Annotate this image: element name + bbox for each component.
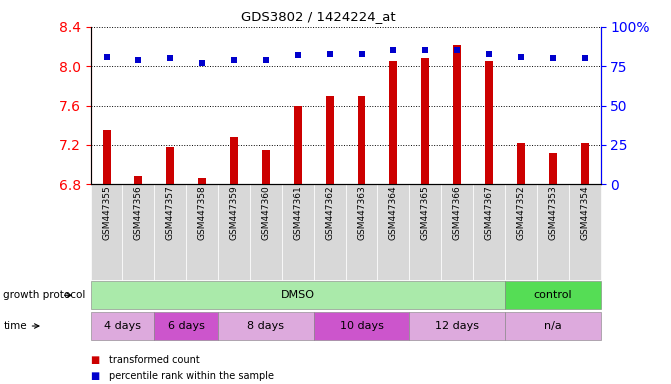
Text: GDS3802 / 1424224_at: GDS3802 / 1424224_at <box>242 10 396 23</box>
Point <box>515 54 526 60</box>
Bar <box>262 150 270 184</box>
Bar <box>166 147 174 184</box>
Text: 12 days: 12 days <box>435 321 479 331</box>
Text: ■: ■ <box>91 355 100 365</box>
Text: transformed count: transformed count <box>109 355 200 365</box>
Point <box>388 47 399 53</box>
Text: DMSO: DMSO <box>280 290 315 300</box>
Text: 6 days: 6 days <box>168 321 205 331</box>
Bar <box>421 58 429 184</box>
Text: 10 days: 10 days <box>340 321 383 331</box>
Bar <box>198 179 206 184</box>
Bar <box>134 176 142 184</box>
Point <box>197 60 207 66</box>
Point <box>133 57 144 63</box>
Bar <box>485 61 493 184</box>
Point <box>452 47 462 53</box>
Point <box>293 52 303 58</box>
Text: growth protocol: growth protocol <box>3 290 86 300</box>
Text: percentile rank within the sample: percentile rank within the sample <box>109 371 274 381</box>
Bar <box>389 61 397 184</box>
Bar <box>358 96 366 184</box>
Point <box>165 55 176 61</box>
Point <box>579 55 590 61</box>
Point <box>101 54 112 60</box>
Text: 8 days: 8 days <box>248 321 285 331</box>
Point <box>356 51 367 57</box>
Bar <box>230 137 238 184</box>
Text: time: time <box>3 321 27 331</box>
Point <box>548 55 558 61</box>
Text: control: control <box>533 290 572 300</box>
Text: 4 days: 4 days <box>104 321 141 331</box>
Point <box>229 57 240 63</box>
Point <box>420 47 431 53</box>
Bar <box>103 130 111 184</box>
Text: ■: ■ <box>91 371 100 381</box>
Bar <box>549 153 557 184</box>
Bar <box>325 96 333 184</box>
Bar <box>453 45 461 184</box>
Point <box>260 57 271 63</box>
Point <box>484 51 495 57</box>
Bar <box>517 143 525 184</box>
Bar <box>580 143 588 184</box>
Bar <box>294 106 302 184</box>
Point <box>324 51 335 57</box>
Text: n/a: n/a <box>544 321 562 331</box>
